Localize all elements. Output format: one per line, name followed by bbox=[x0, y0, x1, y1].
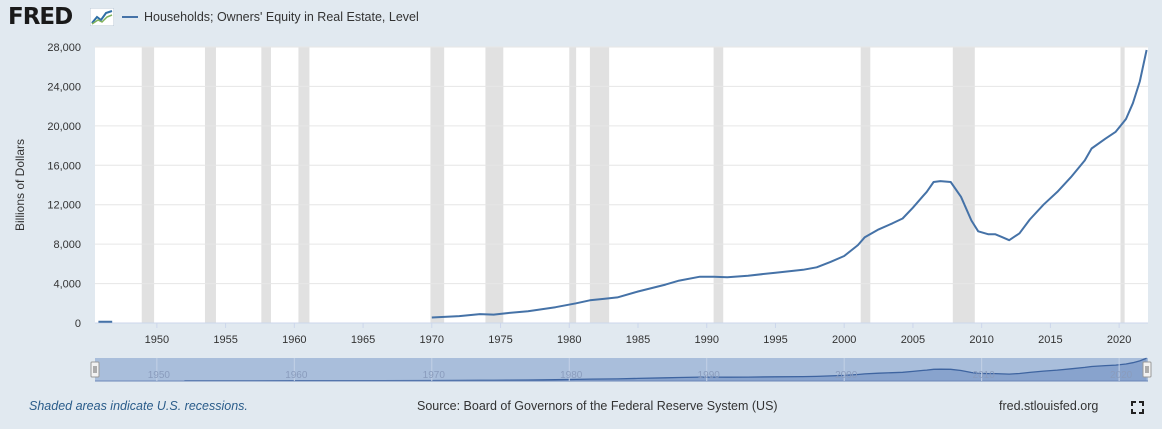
fullscreen-icon[interactable] bbox=[1131, 401, 1144, 414]
y-tick-label: 16,000 bbox=[47, 160, 81, 172]
y-tick-label: 20,000 bbox=[47, 121, 81, 133]
navigator-tick-label: 1950 bbox=[148, 370, 171, 381]
x-tick-label: 1980 bbox=[557, 334, 581, 346]
x-tick-label: 1960 bbox=[282, 334, 306, 346]
navigator-left-handle[interactable] bbox=[90, 361, 100, 378]
legend-swatch bbox=[122, 16, 138, 18]
y-tick-label: 28,000 bbox=[47, 42, 81, 54]
recession-band bbox=[860, 47, 871, 323]
recession-note: Shaded areas indicate U.S. recessions. bbox=[29, 399, 248, 413]
recession-band bbox=[952, 47, 975, 323]
recession-band bbox=[569, 47, 577, 323]
navigator-tick-label: 1960 bbox=[285, 370, 308, 381]
navigator-area bbox=[184, 358, 1147, 381]
fred-logo[interactable]: FRED bbox=[8, 4, 73, 30]
chart-header: FRED Households; Owners' Equity in Real … bbox=[0, 0, 1162, 40]
x-tick-label: 2015 bbox=[1038, 334, 1062, 346]
handle-grip bbox=[90, 361, 100, 378]
navigator-tick-label: 1970 bbox=[423, 370, 446, 381]
y-axis-title: Billions of Dollars bbox=[13, 139, 27, 231]
recession-band bbox=[1120, 47, 1125, 323]
x-tick-label: 1990 bbox=[694, 334, 718, 346]
recession-band bbox=[485, 47, 504, 323]
x-tick-label: 1955 bbox=[213, 334, 237, 346]
navigator-tick-label: 1990 bbox=[698, 370, 721, 381]
recession-band bbox=[430, 47, 445, 323]
legend-label: Households; Owners' Equity in Real Estat… bbox=[144, 10, 419, 24]
source-text: Source: Board of Governors of the Federa… bbox=[417, 399, 778, 413]
x-tick-label: 2000 bbox=[832, 334, 856, 346]
y-tick-label: 4,000 bbox=[53, 279, 81, 291]
navigator-right-handle[interactable] bbox=[1142, 361, 1152, 378]
navigator-line bbox=[184, 357, 1147, 382]
legend[interactable]: Households; Owners' Equity in Real Estat… bbox=[122, 10, 419, 24]
navigator: 1950 1960 1970 1980 1990 2000 2010 2020 bbox=[90, 357, 1152, 382]
navigator-tick-label: 2000 bbox=[835, 370, 858, 381]
fred-graph-icon bbox=[90, 8, 114, 26]
recession-band bbox=[141, 47, 155, 323]
x-tick-label: 1985 bbox=[626, 334, 650, 346]
fred-url[interactable]: fred.stlouisfed.org bbox=[999, 399, 1099, 413]
navigator-tick-label: 2010 bbox=[973, 370, 996, 381]
plot-area bbox=[95, 47, 1148, 323]
recession-band bbox=[298, 47, 310, 323]
x-tick-label: 1970 bbox=[420, 334, 444, 346]
x-tick-label: 2005 bbox=[901, 334, 925, 346]
recession-band bbox=[204, 47, 216, 323]
x-tick-label: 1950 bbox=[145, 334, 169, 346]
y-tick-label: 0 bbox=[75, 318, 81, 330]
handle-grip bbox=[1142, 361, 1152, 378]
recession-band bbox=[713, 47, 724, 323]
series-line bbox=[431, 49, 1148, 319]
y-tick-label: 8,000 bbox=[53, 239, 81, 251]
x-tick-label: 1975 bbox=[488, 334, 512, 346]
x-tick-label: 1995 bbox=[763, 334, 787, 346]
navigator-tick-label: 1980 bbox=[560, 370, 583, 381]
x-tick-label: 2020 bbox=[1107, 334, 1131, 346]
navigator-tick-label: 2020 bbox=[1110, 370, 1133, 381]
recession-band bbox=[589, 47, 610, 323]
y-tick-label: 12,000 bbox=[47, 200, 81, 212]
y-tick-label: 24,000 bbox=[47, 81, 81, 93]
x-tick-label: 1965 bbox=[351, 334, 375, 346]
recession-band bbox=[261, 47, 271, 323]
x-tick-label: 2010 bbox=[969, 334, 993, 346]
